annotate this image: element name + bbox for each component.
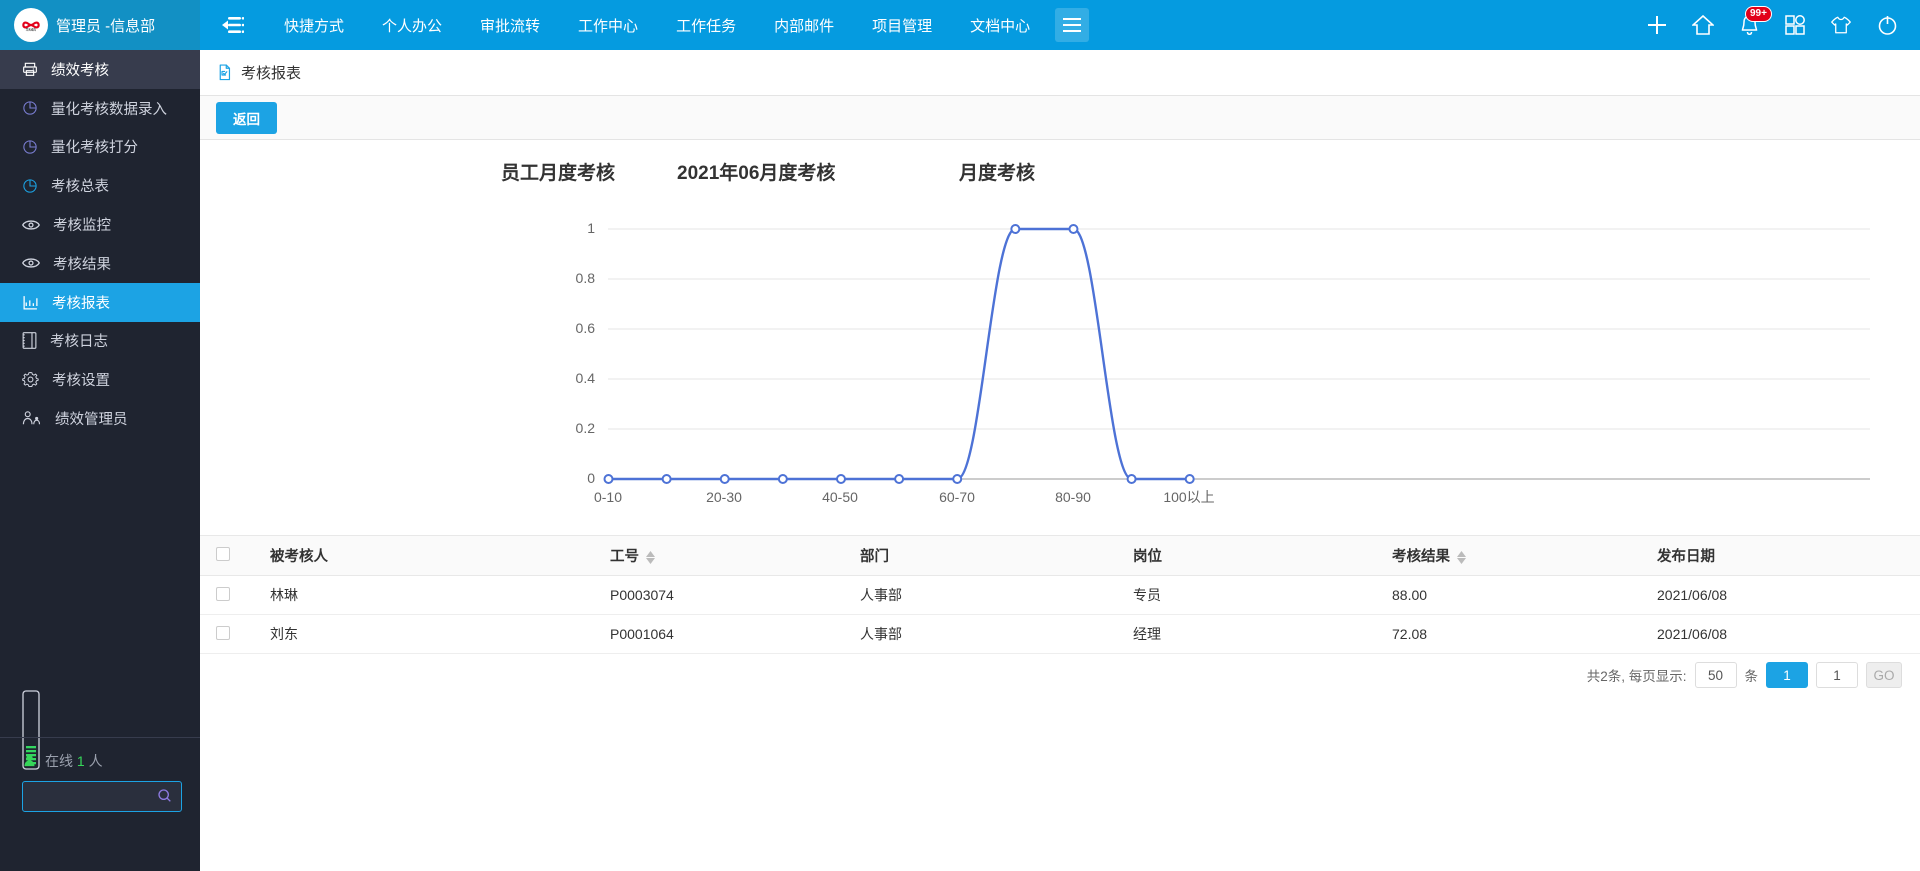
svg-text:60-70: 60-70 [939, 489, 975, 505]
svg-text:0.2: 0.2 [576, 420, 596, 436]
svg-text:80-90: 80-90 [1055, 489, 1091, 505]
svg-text:0.6: 0.6 [576, 320, 596, 336]
svg-text:1: 1 [587, 220, 595, 236]
svg-text:0.4: 0.4 [576, 370, 596, 386]
svg-text:40-50: 40-50 [822, 489, 858, 505]
svg-text:0.8: 0.8 [576, 270, 596, 286]
svg-text:0-10: 0-10 [594, 489, 622, 505]
svg-text:100以上: 100以上 [1163, 489, 1214, 505]
svg-text:0: 0 [587, 470, 595, 486]
svg-text:20-30: 20-30 [706, 489, 742, 505]
